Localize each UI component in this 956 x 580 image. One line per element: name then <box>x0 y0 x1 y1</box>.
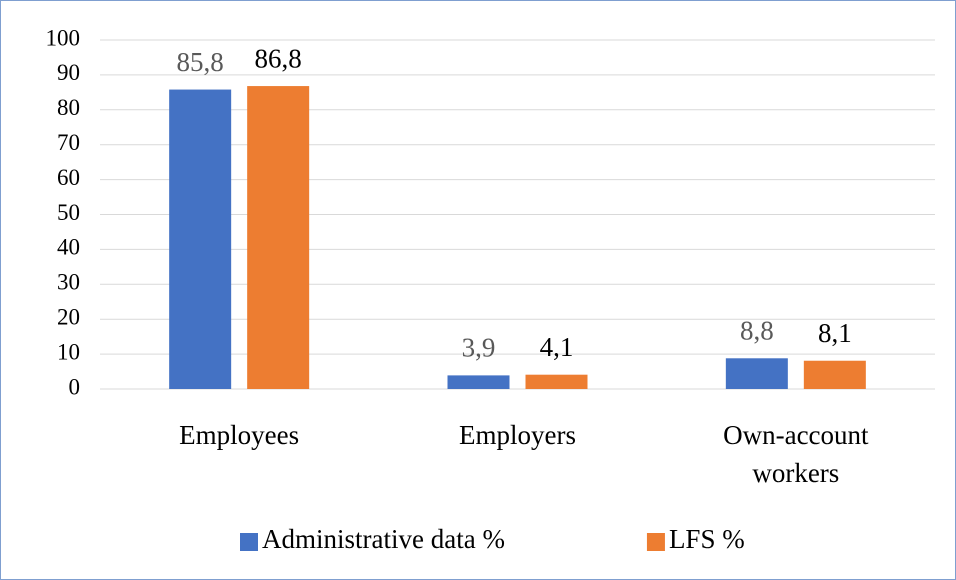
value-label: 8,8 <box>740 315 774 345</box>
y-tick-label: 100 <box>46 25 81 50</box>
y-tick-label: 70 <box>57 130 80 155</box>
y-tick-label: 30 <box>57 270 80 295</box>
y-tick-label: 20 <box>57 304 80 329</box>
bar <box>725 358 788 389</box>
bar <box>525 374 588 389</box>
y-tick-label: 60 <box>57 165 80 190</box>
y-tick-label: 50 <box>57 200 80 225</box>
legend-swatch <box>646 533 665 551</box>
bar <box>447 375 510 389</box>
y-tick-label: 0 <box>69 374 81 399</box>
value-label: 86,8 <box>255 43 302 73</box>
legend-label: LFS % <box>669 524 745 554</box>
value-label: 85,8 <box>177 47 224 77</box>
y-tick-label: 80 <box>57 95 80 120</box>
x-tick-label: Employees <box>179 420 299 450</box>
bar <box>247 86 310 390</box>
x-tick-label: Own-account workers <box>723 420 869 488</box>
value-label: 3,9 <box>462 333 496 363</box>
legend-swatch <box>240 533 258 551</box>
y-tick-label: 40 <box>57 235 80 260</box>
legend-label: Administrative data % <box>262 524 505 554</box>
value-label: 8,1 <box>818 318 852 348</box>
bar <box>803 360 866 389</box>
x-tick-label: Employers <box>459 420 576 450</box>
y-tick-label: 90 <box>57 60 80 85</box>
bar <box>169 89 232 390</box>
y-tick-label: 10 <box>57 339 80 364</box>
value-label: 4,1 <box>540 332 574 362</box>
